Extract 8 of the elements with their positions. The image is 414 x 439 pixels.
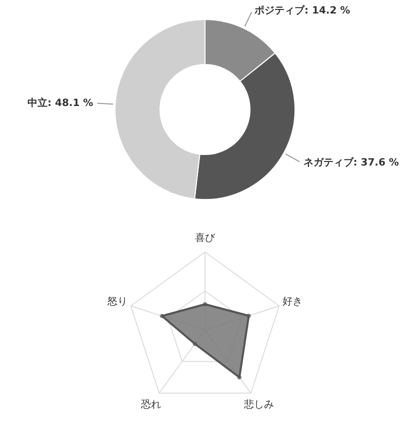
spoke-label: 悲しみ	[243, 398, 274, 410]
slice-label: ポジティブ: 14.2 %	[254, 4, 350, 16]
spoke-label: 恐れ	[140, 399, 161, 410]
spoke-label: 好き	[282, 296, 302, 308]
spoke-label: 怒り	[106, 296, 128, 308]
slice-label: ネガティブ: 37.6 %	[303, 156, 399, 169]
spoke-label: 喜び	[195, 232, 216, 244]
slice-label: 中立: 48.1 %	[28, 97, 94, 110]
